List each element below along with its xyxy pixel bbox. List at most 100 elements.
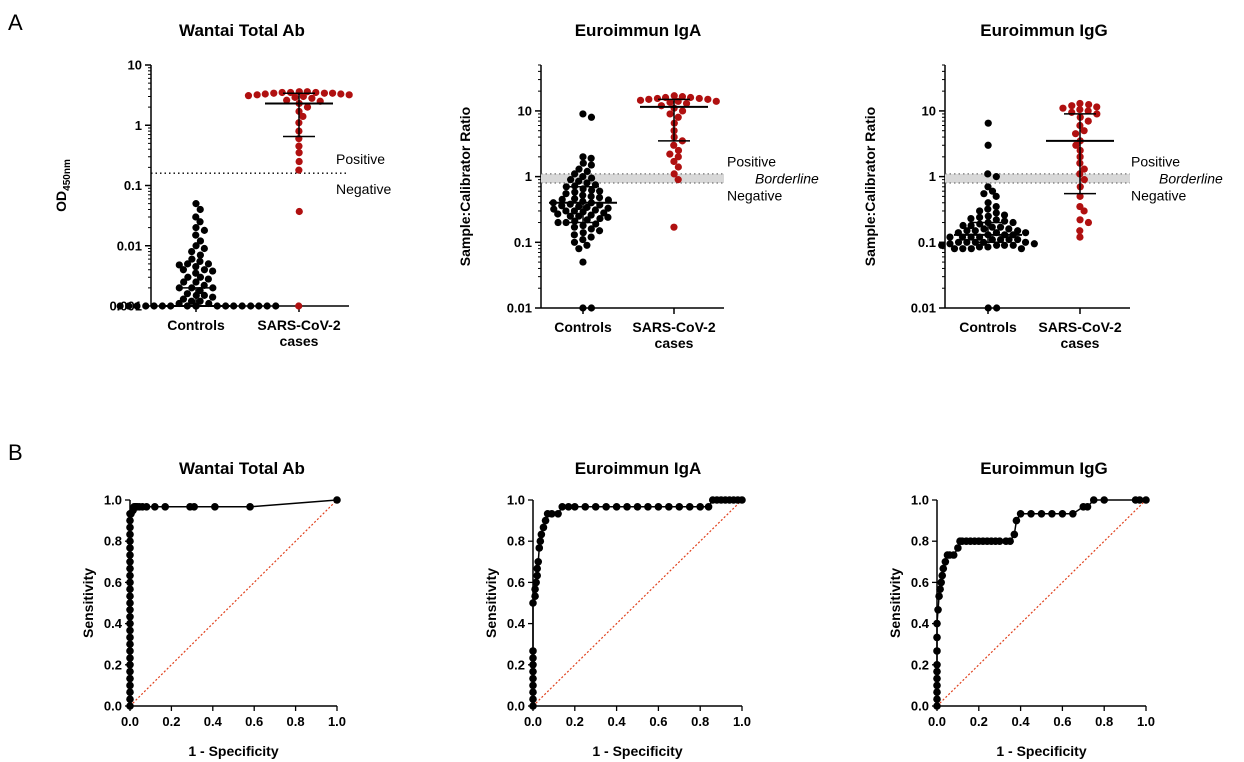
data-point	[312, 88, 320, 97]
y-tick-label: 0.0	[507, 699, 525, 714]
roc-point	[126, 619, 134, 628]
data-point	[180, 278, 188, 286]
data-point	[570, 223, 579, 231]
data-point	[125, 302, 133, 310]
data-point	[963, 227, 971, 235]
data-point	[1030, 240, 1038, 248]
data-point	[1000, 211, 1009, 219]
data-point	[963, 238, 971, 246]
data-point	[175, 284, 183, 292]
data-point	[1084, 218, 1093, 227]
y-tick-label: 1	[929, 169, 936, 184]
x-tick-label: 0.2	[970, 714, 988, 729]
roc-point	[937, 578, 945, 587]
roc-point	[1037, 510, 1046, 518]
roc-point	[696, 502, 704, 511]
data-point	[570, 231, 578, 239]
data-point	[984, 183, 992, 191]
data-point	[674, 176, 682, 184]
data-point	[196, 205, 204, 214]
x-tick-label: 0.0	[524, 714, 542, 729]
data-point	[996, 235, 1005, 244]
roc-point	[935, 592, 943, 601]
roc-point	[531, 585, 539, 593]
roc-point	[536, 537, 545, 545]
data-point	[1076, 216, 1084, 224]
data-point	[200, 226, 209, 234]
data-point	[558, 202, 566, 210]
data-point	[670, 223, 678, 231]
roc-point	[529, 599, 537, 607]
data-point	[971, 227, 979, 235]
roc-point	[211, 502, 219, 511]
data-point	[192, 242, 200, 250]
data-point	[562, 190, 570, 198]
roc-point	[126, 702, 134, 710]
roc-point	[529, 681, 537, 690]
roc-point	[704, 502, 713, 511]
x-axis-label: 1 - Specificity	[188, 743, 278, 759]
data-point	[678, 93, 687, 101]
data-point	[554, 210, 562, 218]
borderline-band	[945, 173, 1130, 183]
data-point	[604, 204, 612, 212]
data-point	[587, 225, 595, 233]
data-point	[192, 263, 200, 271]
annotation-borderline: Borderline	[1159, 170, 1223, 186]
roc-point	[126, 674, 134, 683]
data-point	[984, 304, 992, 312]
roc-point	[685, 502, 694, 511]
data-point	[579, 173, 587, 181]
roc-point	[933, 674, 941, 683]
data-point	[670, 141, 678, 149]
data-point	[1072, 141, 1080, 149]
data-point	[674, 163, 682, 171]
roc-point	[939, 564, 948, 573]
data-point	[587, 304, 596, 312]
data-point	[988, 235, 996, 244]
data-point	[976, 213, 984, 221]
roc-point	[529, 702, 537, 710]
y-tick-label: 0.1	[514, 235, 532, 250]
data-point	[1093, 110, 1101, 118]
data-point	[1009, 218, 1017, 227]
data-point	[1001, 217, 1009, 225]
data-point	[1084, 107, 1092, 115]
roc-point	[738, 496, 746, 504]
y-tick-label: 0.2	[104, 657, 122, 672]
chart-title: Euroimmun IgA	[575, 21, 702, 40]
roc-point	[934, 605, 942, 614]
roc-point	[126, 626, 134, 635]
data-point	[992, 192, 1000, 200]
x-axis-label: 1 - Specificity	[592, 743, 682, 759]
annotation-negative: Negative	[336, 181, 391, 197]
data-point	[587, 161, 595, 169]
x-tick-label: 0.0	[928, 714, 946, 729]
data-point	[984, 199, 992, 207]
data-point	[295, 302, 303, 310]
roc-point	[1016, 510, 1025, 518]
data-point	[562, 218, 570, 227]
data-point	[678, 107, 687, 115]
roc-point	[1089, 496, 1098, 504]
data-point	[562, 207, 570, 215]
roc-point	[933, 681, 941, 690]
y-tick-label: 0.8	[911, 534, 929, 549]
reference-diagonal	[936, 499, 1147, 707]
roc-point	[126, 647, 134, 655]
data-point	[184, 273, 192, 281]
data-point	[645, 95, 653, 103]
data-point	[192, 224, 200, 232]
y-tick-label: 0.8	[104, 534, 122, 549]
data-point	[1080, 127, 1088, 135]
data-point	[666, 150, 674, 158]
data-point	[263, 302, 271, 310]
data-point	[587, 211, 595, 219]
data-point	[975, 243, 984, 251]
roc-point	[623, 502, 631, 511]
data-point	[204, 260, 213, 268]
reference-diagonal	[129, 499, 338, 707]
y-tick-label: 1.0	[104, 493, 122, 508]
data-point	[238, 302, 246, 310]
data-point	[299, 112, 307, 121]
